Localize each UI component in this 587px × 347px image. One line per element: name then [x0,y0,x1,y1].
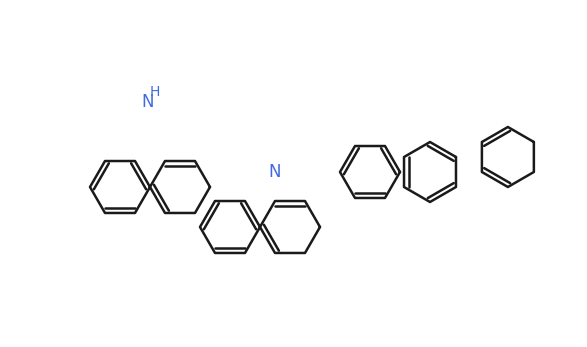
Text: H: H [150,85,160,99]
Text: N: N [141,93,154,111]
Text: N: N [269,163,281,181]
